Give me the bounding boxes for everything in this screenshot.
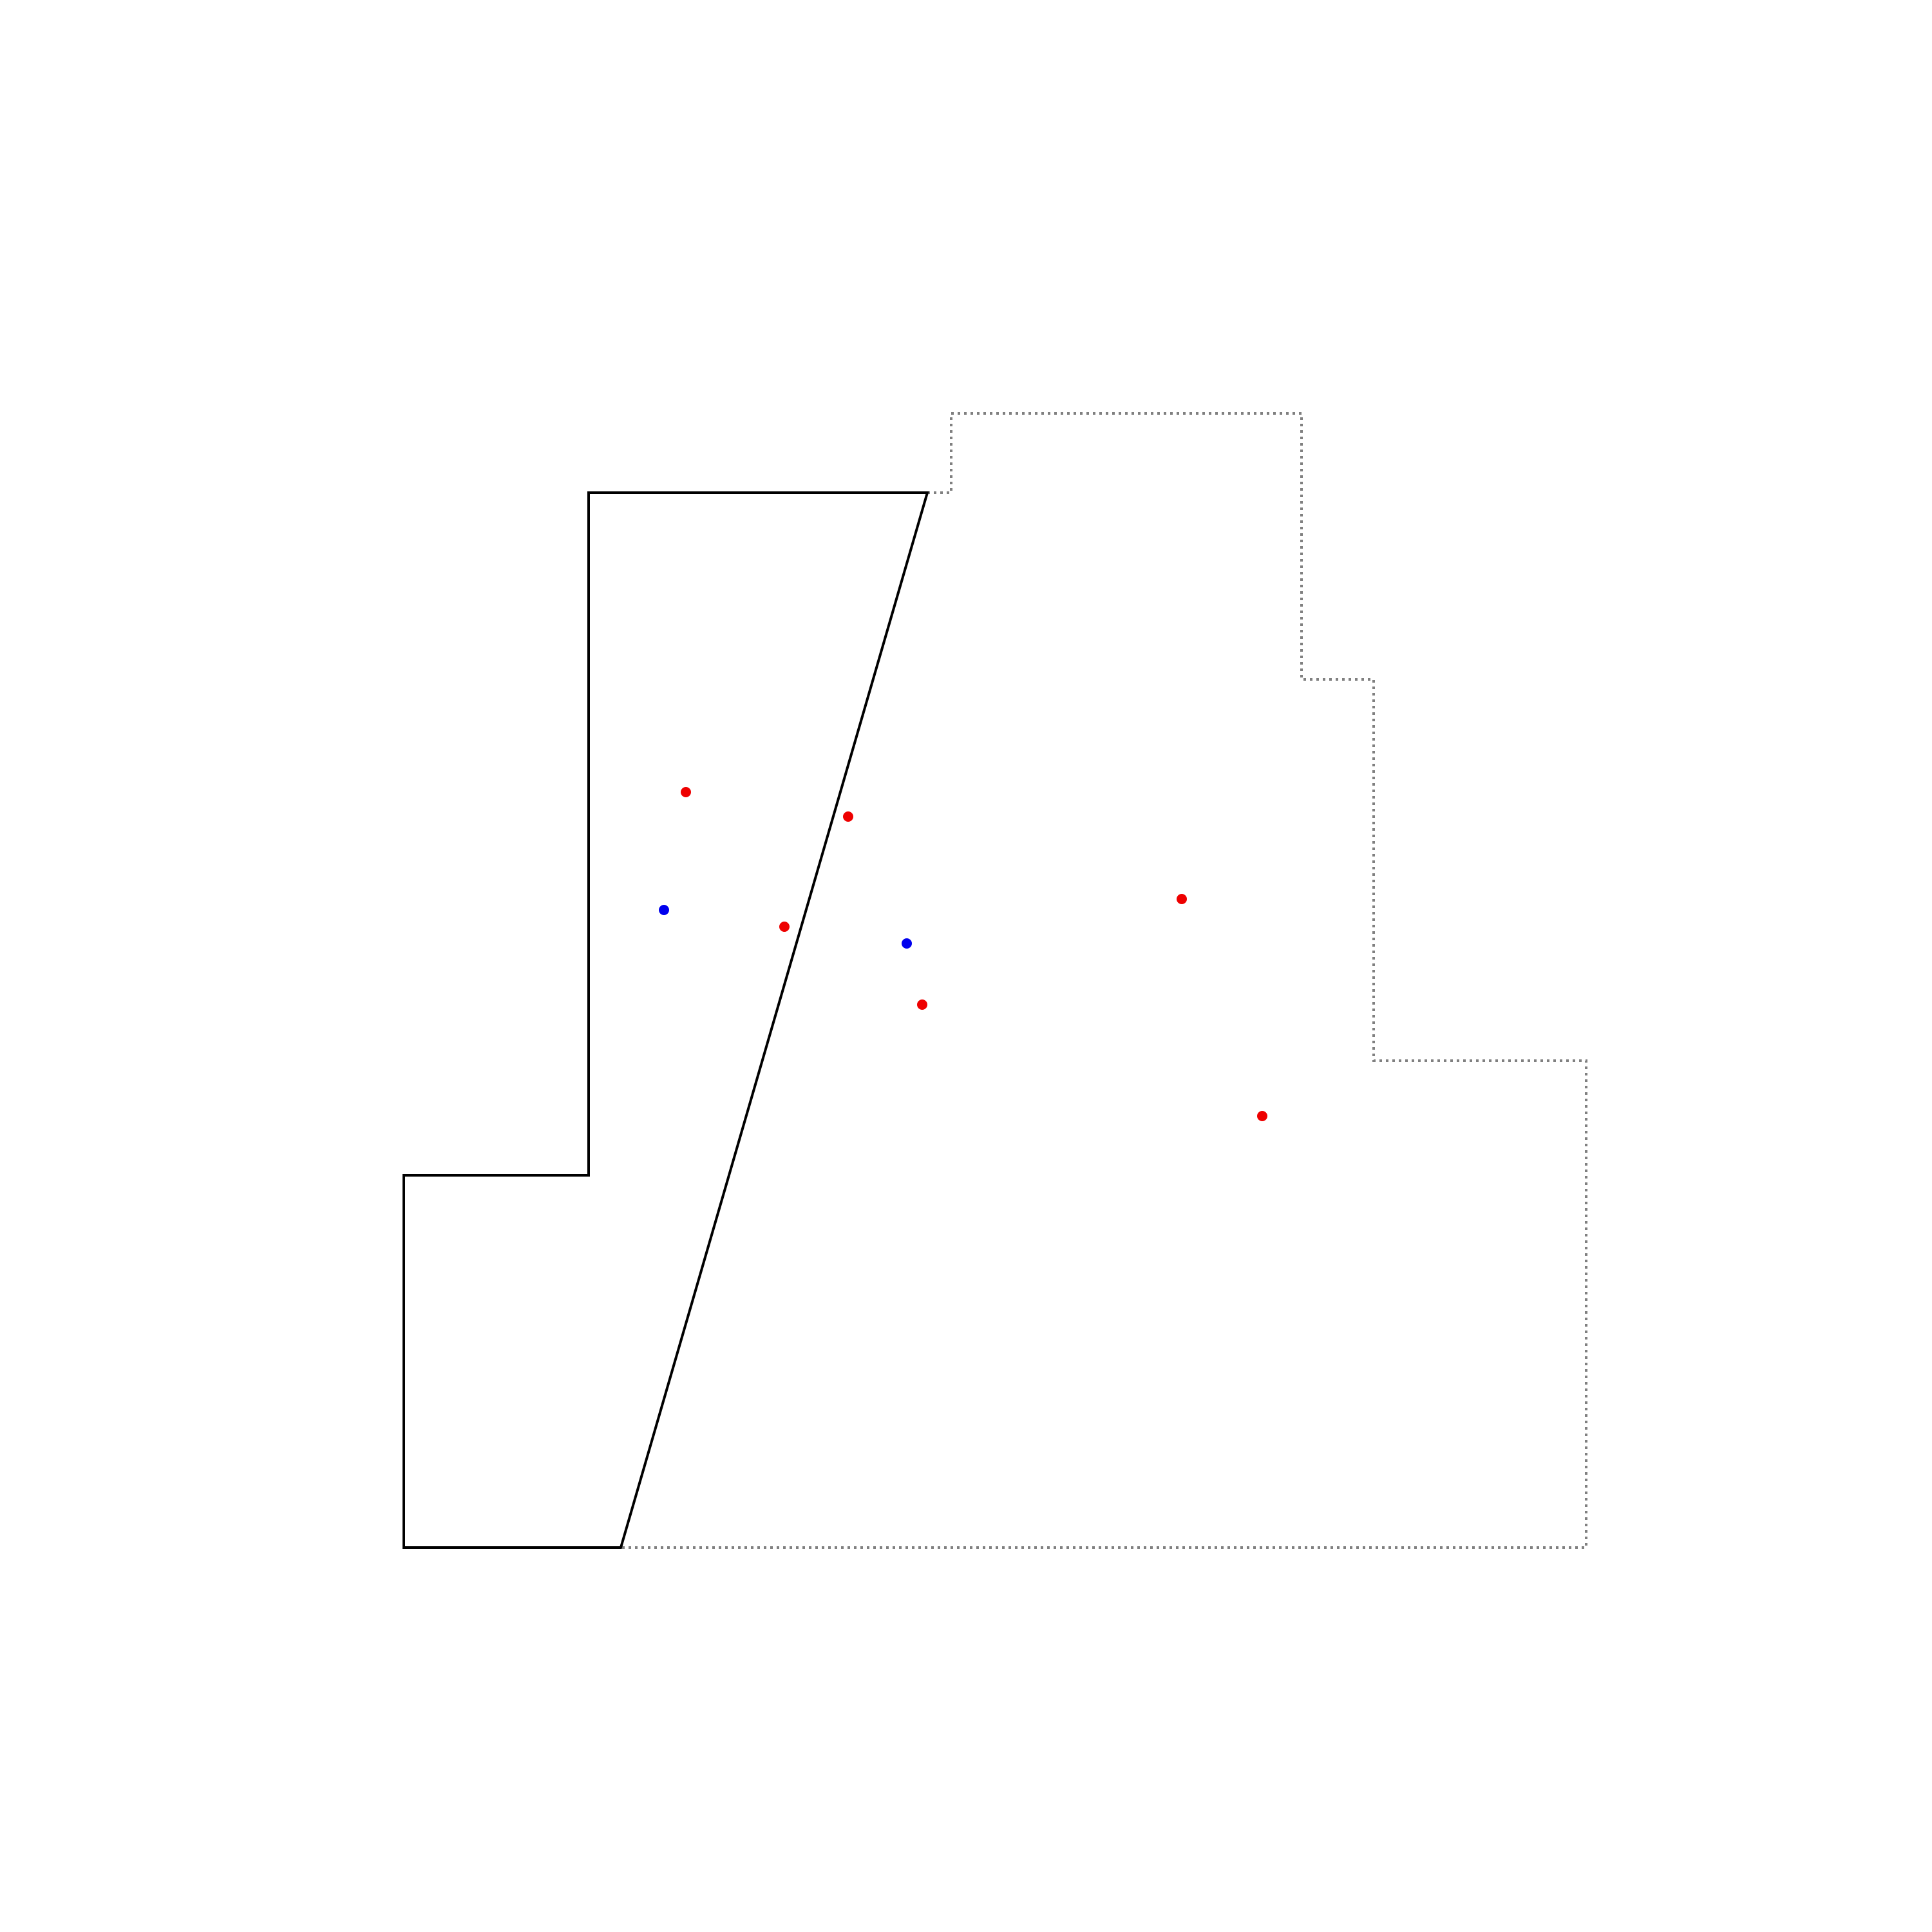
red-point-4	[1177, 894, 1187, 904]
solid-polygon	[402, 491, 929, 1549]
blue-point-1	[659, 905, 669, 915]
red-point-2	[843, 811, 853, 822]
dotted-boundary	[621, 412, 1587, 1549]
blue-point-2	[902, 938, 912, 949]
red-point-1	[681, 787, 691, 797]
red-point-5	[917, 999, 927, 1010]
red-point-3	[779, 922, 790, 932]
red-point-6	[1257, 1111, 1267, 1121]
